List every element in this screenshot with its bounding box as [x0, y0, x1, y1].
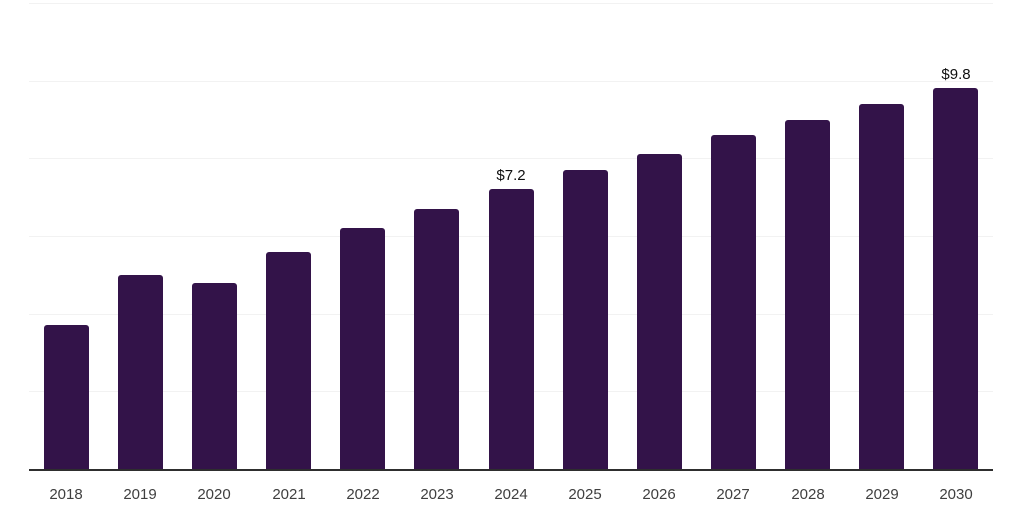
bar-2030 — [933, 88, 978, 469]
x-tick-label-2021: 2021 — [272, 486, 306, 503]
x-tick-label-2023: 2023 — [420, 486, 454, 503]
x-tick-label-2022: 2022 — [346, 486, 380, 503]
x-tick-label-2027: 2027 — [716, 486, 750, 503]
value-label-2024: $7.2 — [496, 167, 526, 184]
x-tick-label-2025: 2025 — [568, 486, 602, 503]
bar-2025 — [563, 170, 608, 469]
x-tick-label-2019: 2019 — [123, 486, 157, 503]
gridline — [29, 158, 993, 159]
x-tick-label-2026: 2026 — [642, 486, 676, 503]
bar-2022 — [340, 228, 385, 469]
x-tick-label-2020: 2020 — [197, 486, 231, 503]
x-axis-line — [29, 469, 993, 471]
bar-2029 — [859, 104, 904, 469]
x-tick-label-2029: 2029 — [865, 486, 899, 503]
x-tick-label-2018: 2018 — [49, 486, 83, 503]
bar-2027 — [711, 135, 756, 469]
bar-2024 — [489, 189, 534, 469]
bar-2028 — [785, 120, 830, 470]
bar-2018 — [44, 325, 89, 469]
bar-2019 — [118, 275, 163, 469]
x-tick-label-2030: 2030 — [939, 486, 973, 503]
bar-2023 — [414, 209, 459, 469]
gridline — [29, 81, 993, 82]
value-label-2030: $9.8 — [941, 66, 971, 83]
bar-2020 — [192, 283, 237, 469]
x-tick-label-2024: 2024 — [494, 486, 528, 503]
gridline — [29, 3, 993, 4]
bar-2026 — [637, 154, 682, 469]
bar-2021 — [266, 252, 311, 469]
x-tick-label-2028: 2028 — [791, 486, 825, 503]
